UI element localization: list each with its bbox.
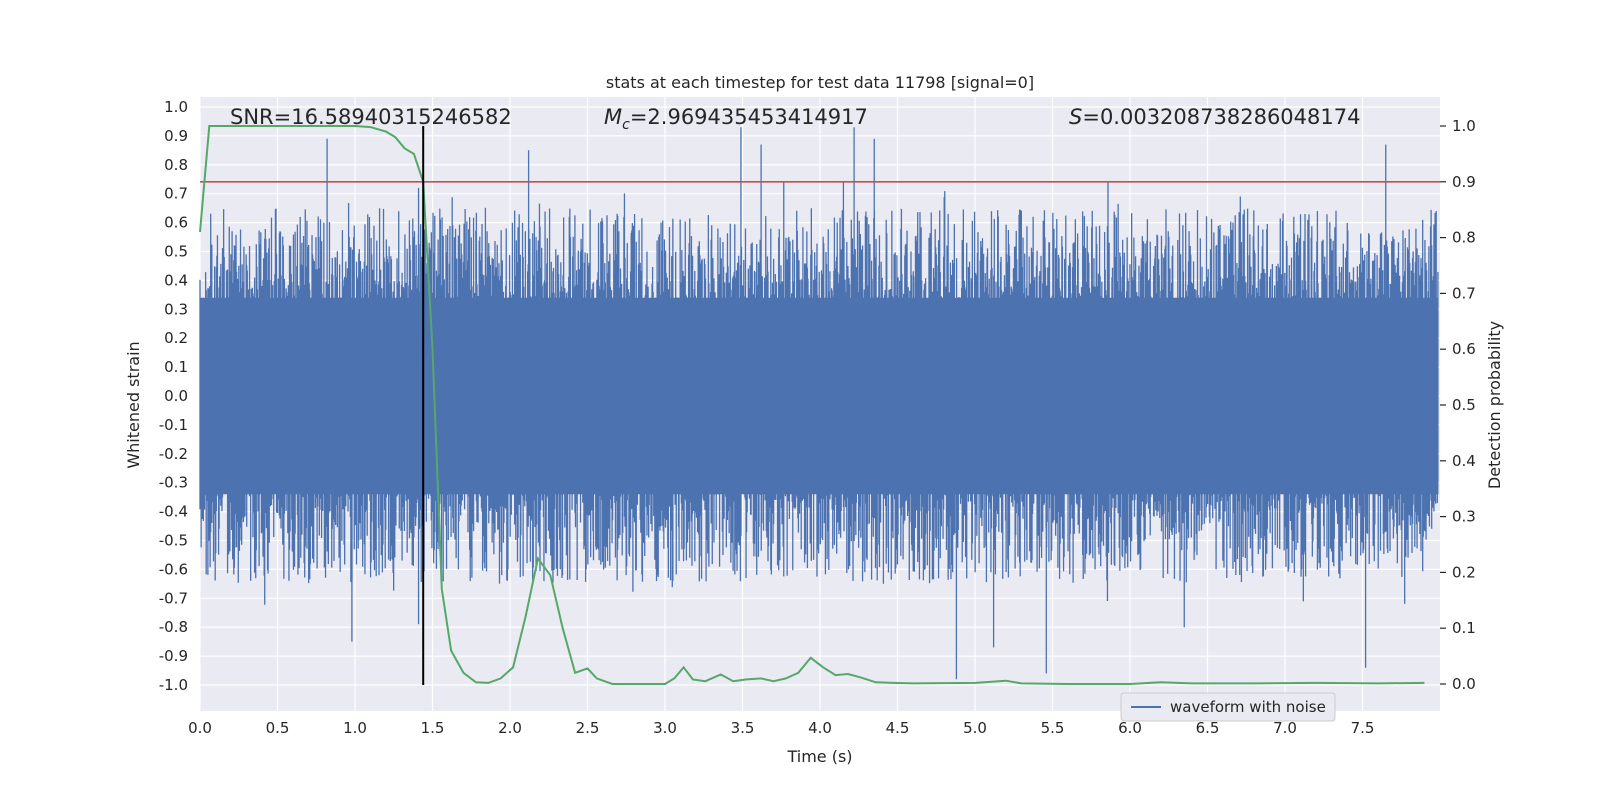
y-tick-label: -0.8 bbox=[159, 618, 188, 636]
mc-value: =2.969435453414917 bbox=[630, 105, 868, 129]
legend: waveform with noise bbox=[1120, 692, 1336, 722]
s-value: =0.003208738286048174 bbox=[1082, 105, 1360, 129]
x-tick-label: 0.0 bbox=[188, 719, 212, 737]
mc-subscript: c bbox=[622, 117, 630, 133]
x-tick-label: 4.5 bbox=[886, 719, 910, 737]
y-tick-label: 0.9 bbox=[164, 127, 188, 145]
y2-axis-label: Detection probability bbox=[1485, 321, 1504, 489]
s-symbol: S bbox=[1069, 105, 1082, 129]
x-tick-label: 1.0 bbox=[343, 719, 367, 737]
strain-series bbox=[199, 127, 1439, 680]
mc-symbol: M bbox=[604, 105, 622, 129]
y-tick-label: 0.5 bbox=[164, 243, 188, 261]
x-tick-label: 0.5 bbox=[266, 719, 290, 737]
y-tick-label: -0.9 bbox=[159, 647, 188, 665]
x-tick-label: 6.0 bbox=[1118, 719, 1142, 737]
y2-tick-label: 0.7 bbox=[1452, 284, 1476, 302]
y-tick-label: -0.6 bbox=[159, 560, 188, 578]
x-tick-label: 1.5 bbox=[421, 719, 445, 737]
x-tick-label: 3.0 bbox=[653, 719, 677, 737]
y-tick-label: -0.7 bbox=[159, 589, 188, 607]
y-tick-label: 0.4 bbox=[164, 271, 188, 289]
x-tick-label: 3.5 bbox=[731, 719, 755, 737]
y-tick-label: 0.1 bbox=[164, 358, 188, 376]
x-axis-label: Time (s) bbox=[786, 747, 852, 766]
y-tick-label: 0.7 bbox=[164, 185, 188, 203]
y-tick-label: 0.3 bbox=[164, 300, 188, 318]
y-tick-label: 0.2 bbox=[164, 329, 188, 347]
y-tick-label: -0.1 bbox=[159, 416, 188, 434]
x-tick-label: 5.0 bbox=[963, 719, 987, 737]
y-axis-ticks: 1.0 0.9 0.8 0.7 0.6 0.5 0.4 0.3 0.2 0.1 0.0 -0.1 -0.… bbox=[159, 98, 188, 694]
chirp-mass-annotation: Mc=2.969435453414917 bbox=[604, 105, 868, 133]
legend-box bbox=[1120, 692, 1336, 722]
x-tick-label: 4.0 bbox=[808, 719, 832, 737]
y2-tick-label: 0.0 bbox=[1452, 675, 1476, 693]
x-axis-ticks: 0.0 0.5 1.0 1.5 2.0 2.5 3.0 3.5 4.0 4.5 5.0 5.5 6.0 6… bbox=[188, 719, 1374, 737]
y-tick-label: 0.6 bbox=[164, 214, 188, 232]
snr-annotation: SNR=16.58940315246582 bbox=[230, 105, 512, 129]
y-tick-label: -0.5 bbox=[159, 532, 188, 550]
y-tick-label: 1.0 bbox=[164, 98, 188, 116]
y-tick-label: 0.0 bbox=[164, 387, 188, 405]
y2-tick-label: 0.4 bbox=[1452, 452, 1476, 470]
strain-spikes bbox=[199, 127, 1439, 680]
x-tick-label: 5.5 bbox=[1041, 719, 1065, 737]
y2-tick-label: 0.3 bbox=[1452, 508, 1476, 526]
detection-probability-line bbox=[199, 125, 1425, 685]
x-tick-label: 6.5 bbox=[1196, 719, 1220, 737]
y-tick-label: 0.8 bbox=[164, 156, 188, 174]
legend-label: waveform with noise bbox=[1170, 698, 1326, 716]
y2-tick-label: 1.0 bbox=[1452, 117, 1476, 135]
y-tick-label: -1.0 bbox=[159, 676, 188, 694]
y-axis-label: Whitened strain bbox=[124, 341, 143, 468]
s-annotation: S=0.003208738286048174 bbox=[1069, 105, 1360, 129]
x-tick-label: 7.5 bbox=[1351, 719, 1375, 737]
y2-tick-label: 0.1 bbox=[1452, 619, 1476, 637]
y2-axis-ticks: 1.0 0.9 0.8 0.7 0.6 0.5 0.4 0.3 0.2 0.1 0.0 bbox=[1440, 117, 1476, 693]
y-tick-label: -0.2 bbox=[159, 445, 188, 463]
y2-tick-label: 0.5 bbox=[1452, 396, 1476, 414]
y-tick-label: -0.4 bbox=[159, 503, 188, 521]
y2-tick-label: 0.6 bbox=[1452, 340, 1476, 358]
chart-title: stats at each timestep for test data 117… bbox=[606, 73, 1034, 92]
y-tick-label: -0.3 bbox=[159, 474, 188, 492]
y2-tick-label: 0.8 bbox=[1452, 229, 1476, 247]
y2-tick-label: 0.2 bbox=[1452, 563, 1476, 581]
x-tick-label: 7.0 bbox=[1273, 719, 1297, 737]
x-tick-label: 2.5 bbox=[576, 719, 600, 737]
y2-tick-label: 0.9 bbox=[1452, 173, 1476, 191]
x-tick-label: 2.0 bbox=[498, 719, 522, 737]
